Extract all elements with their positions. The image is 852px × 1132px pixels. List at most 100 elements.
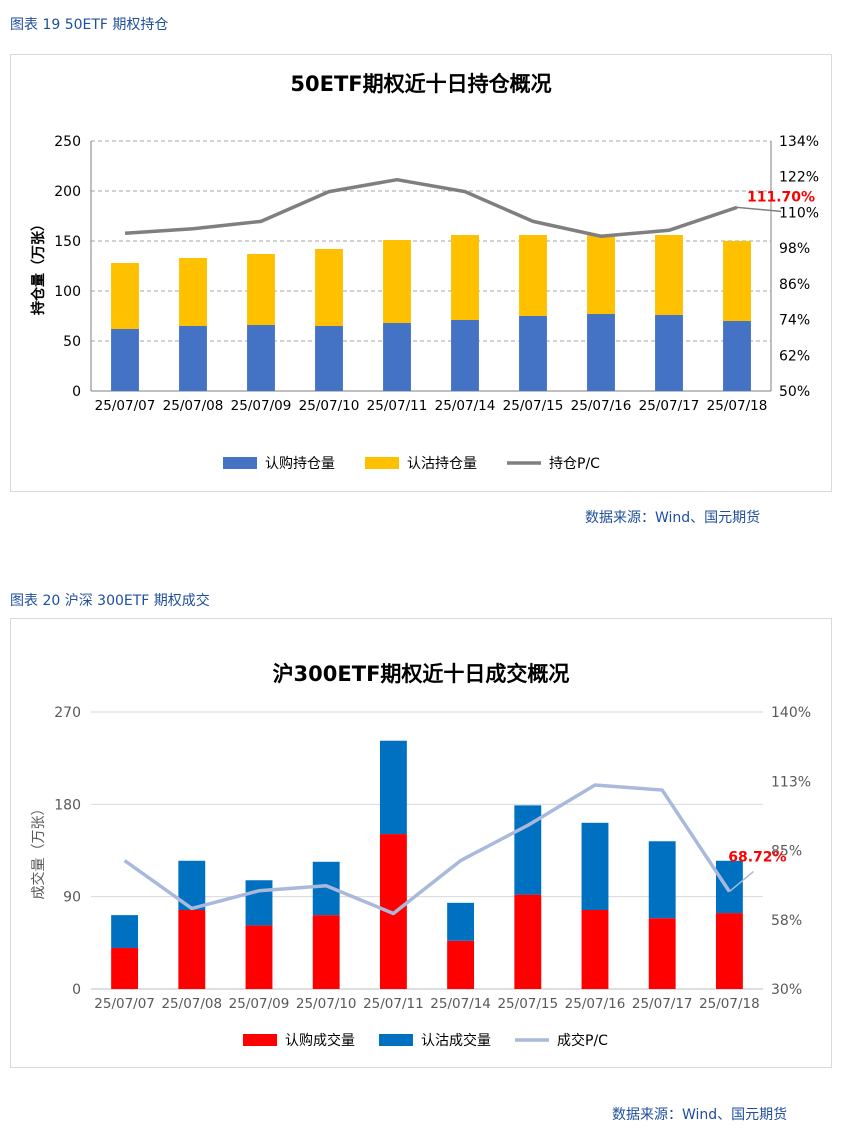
- chart-1-svg: 50ETF期权近十日持仓概况 250 200 150 100 50 0 134% 122% 110…: [30, 72, 819, 472]
- y2-tick-label: 50%: [779, 384, 810, 400]
- legend-label: 持仓P/C: [549, 456, 600, 472]
- y-tick-label: 50: [63, 334, 81, 350]
- bar-call: [178, 910, 206, 989]
- bar-call: [315, 326, 343, 391]
- pc-line: [124, 177, 738, 238]
- y2-tick-label: 62%: [779, 348, 810, 364]
- legend-label: 认沽持仓量: [407, 456, 477, 472]
- legend-call-swatch: [223, 457, 257, 469]
- y2-tick-label: 98%: [779, 241, 810, 257]
- y2-tick-label: 134%: [779, 134, 819, 150]
- bar-put: [447, 902, 475, 941]
- bar-call: [111, 329, 139, 391]
- bar-put: [111, 263, 139, 329]
- bar-call: [655, 315, 683, 391]
- bar-call: [519, 316, 547, 391]
- legend-label: 认购成交量: [285, 1032, 355, 1049]
- x-tick-label: 25/07/07: [94, 996, 155, 1012]
- figure-1-caption: 图表 19 50ETF 期权持仓: [10, 17, 169, 33]
- y2-tick-label: 30%: [771, 982, 802, 998]
- y2-tick-label: 110%: [779, 205, 819, 221]
- x-tick-label: 25/07/17: [632, 996, 693, 1012]
- legend-label: 认购持仓量: [265, 456, 335, 472]
- bar-call: [245, 925, 273, 989]
- bar-call: [514, 894, 542, 989]
- legend-label: 成交P/C: [557, 1032, 608, 1049]
- bar-put: [715, 860, 743, 914]
- y-tick-label: 200: [54, 184, 81, 200]
- bar-put: [648, 841, 676, 919]
- x-tick-label: 25/07/11: [363, 996, 424, 1012]
- x-tick-label: 25/07/14: [430, 996, 491, 1012]
- pc-line: [123, 783, 731, 916]
- bar-put: [581, 822, 609, 911]
- figure-2-source: 数据来源：Wind、国元期货: [612, 1107, 788, 1123]
- y-tick-label: 0: [72, 982, 81, 998]
- x-tick-label: 25/07/10: [296, 996, 357, 1012]
- chart-1-panel: 50ETF期权近十日持仓概况 250 200 150 100 50 0 134% 122% 110…: [10, 54, 832, 492]
- y2-tick-label: 86%: [779, 277, 810, 293]
- bar-put: [179, 258, 207, 326]
- y2-tick-label: 113%: [771, 774, 811, 790]
- chart-2-svg: 沪300ETF期权近十日成交概况 270 180 90 0 140% 113% 85% 58% 3…: [30, 662, 811, 1049]
- y2-tick-label: 140%: [771, 705, 811, 721]
- bar-call: [715, 913, 743, 989]
- bar-call: [111, 947, 139, 989]
- y-axis-title: 持仓量（万张）: [30, 217, 47, 315]
- bar-put: [379, 740, 407, 835]
- x-tick-label: 25/07/14: [435, 398, 496, 414]
- legend-put-swatch: [379, 1034, 413, 1046]
- bar-put: [247, 254, 275, 325]
- y2-tick-label: 122%: [779, 170, 819, 186]
- y2-tick-label: 85%: [771, 844, 802, 860]
- figure-2-caption: 图表 20 沪深 300ETF 期权成交: [10, 593, 210, 609]
- x-tick-label: 25/07/10: [299, 398, 360, 414]
- x-tick-label: 25/07/08: [161, 996, 222, 1012]
- x-tick-label: 25/07/15: [497, 996, 558, 1012]
- bar-call: [247, 325, 275, 391]
- bar-call: [312, 915, 340, 989]
- annotation-leader: [728, 870, 754, 893]
- bar-put: [245, 880, 273, 926]
- y-axis-title: 成交量（万张）: [30, 802, 47, 900]
- legend-label: 认沽成交量: [421, 1032, 491, 1049]
- bar-put: [723, 241, 751, 321]
- bar-call: [447, 940, 475, 989]
- bar-put: [111, 915, 139, 948]
- chart-2-panel: 沪300ETF期权近十日成交概况 270 180 90 0 140% 113% 85% 58% 3…: [10, 618, 832, 1068]
- y-tick-label: 270: [54, 705, 81, 721]
- legend-call-swatch: [243, 1034, 277, 1046]
- annotation-leader: [736, 206, 782, 213]
- x-tick-label: 25/07/16: [565, 996, 626, 1012]
- x-tick-label: 25/07/15: [503, 398, 564, 414]
- bar-put: [519, 235, 547, 316]
- x-tick-label: 25/07/09: [229, 996, 290, 1012]
- bar-call: [581, 910, 609, 989]
- x-tick-label: 25/07/08: [163, 398, 224, 414]
- y2-tick-label: 58%: [771, 913, 802, 929]
- bar-call: [451, 320, 479, 391]
- y-tick-label: 0: [72, 384, 81, 400]
- bar-call: [723, 321, 751, 391]
- x-tick-label: 25/07/17: [639, 398, 700, 414]
- bar-call: [587, 314, 615, 391]
- x-tick-label: 25/07/09: [231, 398, 292, 414]
- x-tick-label: 25/07/18: [699, 996, 760, 1012]
- figure-1-source: 数据来源：Wind、国元期货: [585, 510, 761, 526]
- x-tick-label: 25/07/16: [571, 398, 632, 414]
- chart-title: 沪300ETF期权近十日成交概况: [273, 662, 570, 686]
- bar-put: [587, 235, 615, 314]
- pc-annotation: 68.72%: [728, 850, 786, 866]
- y-tick-label: 180: [54, 797, 81, 813]
- y-tick-label: 250: [54, 134, 81, 150]
- x-tick-label: 25/07/07: [95, 398, 156, 414]
- bar-put: [655, 235, 683, 315]
- x-tick-label: 25/07/18: [707, 398, 768, 414]
- bar-call: [383, 323, 411, 391]
- y-tick-label: 100: [54, 284, 81, 300]
- y2-tick-label: 74%: [779, 313, 810, 329]
- bar-call: [648, 918, 676, 989]
- pc-annotation: 111.70%: [747, 189, 815, 205]
- y-tick-label: 150: [54, 234, 81, 250]
- bar-call: [179, 326, 207, 391]
